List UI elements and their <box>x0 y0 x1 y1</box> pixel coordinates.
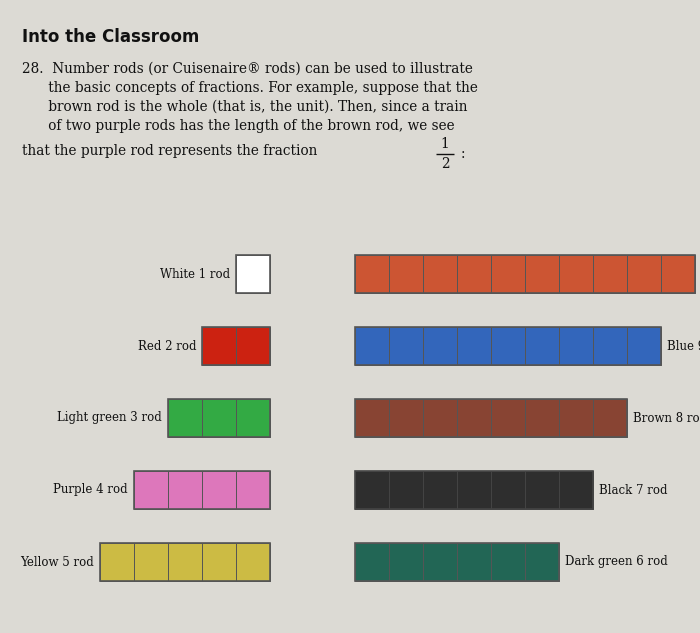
Bar <box>236 399 270 437</box>
Bar <box>236 471 270 509</box>
Bar <box>355 471 389 509</box>
Bar <box>457 543 491 581</box>
Bar <box>355 327 661 365</box>
Text: 28.  Number rods (or Cuisenaire® rods) can be used to illustrate: 28. Number rods (or Cuisenaire® rods) ca… <box>22 62 473 76</box>
Text: Brown 8 rod: Brown 8 rod <box>633 411 700 425</box>
Bar <box>100 543 270 581</box>
Bar <box>559 327 593 365</box>
Bar <box>168 399 270 437</box>
Text: brown rod is the whole (that is, the unit). Then, since a train: brown rod is the whole (that is, the uni… <box>22 100 468 114</box>
Bar <box>389 327 423 365</box>
Text: Blue 9 rod: Blue 9 rod <box>667 339 700 353</box>
Bar <box>525 471 559 509</box>
Bar <box>134 471 168 509</box>
Bar <box>491 543 525 581</box>
Bar <box>168 399 202 437</box>
Text: Black 7 rod: Black 7 rod <box>599 484 668 496</box>
Text: 1: 1 <box>441 137 449 151</box>
Bar <box>355 255 695 293</box>
Bar <box>491 327 525 365</box>
Bar <box>100 543 134 581</box>
Text: that the purple rod represents the fraction: that the purple rod represents the fract… <box>22 144 317 158</box>
Bar <box>355 255 389 293</box>
Bar <box>423 255 457 293</box>
Bar <box>491 399 525 437</box>
Bar <box>355 471 593 509</box>
Text: of two purple rods has the length of the brown rod, we see: of two purple rods has the length of the… <box>22 119 454 133</box>
Text: Purple 4 rod: Purple 4 rod <box>53 484 128 496</box>
Bar <box>593 327 627 365</box>
Bar <box>202 327 236 365</box>
Bar <box>355 543 559 581</box>
Bar <box>423 399 457 437</box>
Bar <box>661 255 695 293</box>
Bar <box>525 255 559 293</box>
Bar <box>134 543 168 581</box>
Bar <box>202 327 270 365</box>
Bar <box>559 471 593 509</box>
Text: Yellow 5 rod: Yellow 5 rod <box>20 556 94 568</box>
Text: White 1 rod: White 1 rod <box>160 268 230 280</box>
Bar <box>423 471 457 509</box>
Bar <box>355 399 389 437</box>
Bar <box>627 327 661 365</box>
Bar <box>457 399 491 437</box>
Bar <box>236 327 270 365</box>
Bar <box>457 255 491 293</box>
Bar <box>491 471 525 509</box>
Bar <box>168 471 202 509</box>
Bar <box>423 543 457 581</box>
Bar <box>525 327 559 365</box>
Bar <box>559 255 593 293</box>
Bar <box>389 399 423 437</box>
Bar <box>491 255 525 293</box>
Bar <box>525 399 559 437</box>
Bar <box>457 327 491 365</box>
Bar <box>525 543 559 581</box>
Bar <box>202 399 236 437</box>
Bar <box>236 255 270 293</box>
Bar <box>236 543 270 581</box>
Bar <box>559 399 593 437</box>
Bar <box>355 327 389 365</box>
Bar <box>355 399 627 437</box>
Bar <box>389 543 423 581</box>
Bar <box>202 471 236 509</box>
Bar <box>593 255 627 293</box>
Bar <box>389 255 423 293</box>
Bar <box>627 255 661 293</box>
Bar <box>168 543 202 581</box>
Bar <box>134 471 270 509</box>
Text: Light green 3 rod: Light green 3 rod <box>57 411 162 425</box>
Text: Into the Classroom: Into the Classroom <box>22 28 200 46</box>
Text: the basic concepts of fractions. For example, suppose that the: the basic concepts of fractions. For exa… <box>22 81 478 95</box>
Bar <box>202 543 236 581</box>
Text: Dark green 6 rod: Dark green 6 rod <box>565 556 668 568</box>
Bar <box>355 543 389 581</box>
Bar <box>593 399 627 437</box>
Bar <box>389 471 423 509</box>
Bar <box>236 255 270 293</box>
Bar <box>457 471 491 509</box>
Text: :: : <box>461 147 466 161</box>
Bar <box>423 327 457 365</box>
Text: Red 2 rod: Red 2 rod <box>137 339 196 353</box>
Text: 2: 2 <box>441 157 449 171</box>
